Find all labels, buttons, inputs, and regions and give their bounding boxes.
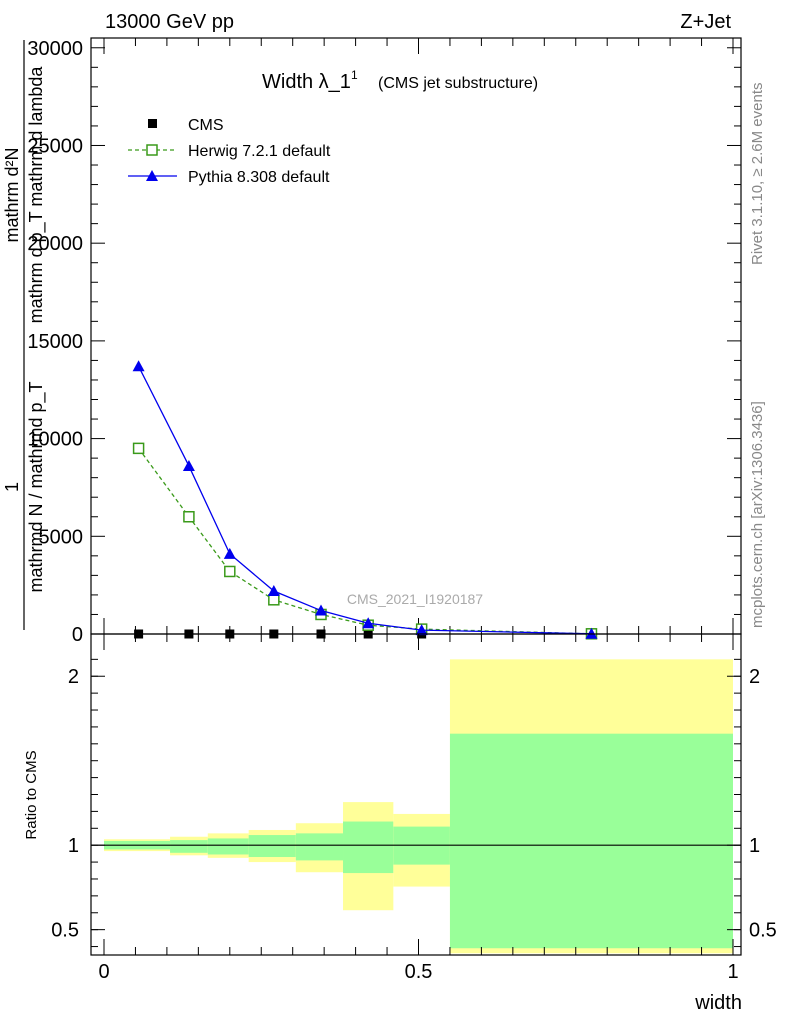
pythia-point: [415, 624, 428, 636]
ratio-band-inner-5: [343, 821, 394, 874]
x-tick-label: 0.5: [405, 961, 433, 983]
ratio-band-inner-2: [207, 838, 249, 855]
legend-marker-cms: [148, 119, 157, 128]
ratio-ytick-label-right: 1: [749, 835, 760, 857]
ratio-bands-layer: [104, 659, 733, 954]
header-process: Z+Jet: [680, 11, 731, 33]
main-axes: 0 5000 10000 15000 20000 25000 30000: [27, 37, 742, 646]
legend-label-cms: CMS: [188, 117, 224, 134]
main-ytick-label: 20000: [27, 233, 83, 255]
x-tick-label: 0: [98, 961, 109, 983]
chart-title: Width λ_11: [262, 68, 358, 93]
ratio-band-inner-4: [295, 833, 344, 861]
legend-label-pythia: Pythia 8.308 default: [188, 169, 330, 186]
main-ytick-label: 0: [72, 624, 83, 646]
ratio-ytick-label: 0.5: [51, 920, 79, 942]
chart-title-main: Width λ_1: [262, 71, 351, 93]
x-tick-label: 1: [727, 961, 738, 983]
pythia-point: [585, 627, 598, 639]
ratio-axes: 0.5 0.5 1 1 2 2 0 0.5 1: [51, 633, 777, 983]
rivet-label: Rivet 3.1.10, ≥ 2.6M events: [749, 83, 766, 266]
analysis-watermark: CMS_2021_I1920187: [347, 591, 483, 607]
pythia-point: [267, 585, 280, 597]
ratio-ytick-label: 1: [68, 835, 79, 857]
legend-marker-herwig: [146, 144, 158, 156]
header-energy: 13000 GeV pp: [105, 11, 234, 33]
legend-marker-pythia: [146, 170, 158, 181]
main-ytick-label: 5000: [39, 526, 84, 548]
chart-subtitle: (CMS jet substructure): [378, 75, 538, 92]
ratio-ytick-label: 2: [68, 666, 79, 688]
main-ytick-label: 25000: [27, 135, 83, 157]
herwig-point: [268, 594, 280, 606]
main-ytick-label: 10000: [27, 429, 83, 451]
y-axis-label-num2: mathrm d²N: [2, 147, 22, 242]
legend: CMS Herwig 7.2.1 default Pythia 8.308 de…: [128, 117, 331, 186]
x-axis-label: width: [694, 992, 742, 1014]
y-axis-label-den: mathrmd N / mathrmd p_T: [26, 381, 47, 592]
ratio-band-inner-7: [449, 733, 733, 949]
herwig-point: [183, 511, 195, 523]
ratio-ytick-label-right: 0.5: [749, 920, 777, 942]
ratio-y-label: Ratio to CMS: [23, 750, 40, 839]
chart-title-sup: 1: [351, 68, 358, 82]
main-ytick-label: 30000: [27, 38, 83, 60]
y-axis-label-den2: mathrm d p_T mathrm d lambda: [26, 66, 47, 324]
herwig-point: [224, 565, 236, 578]
y-axis-label-main: 1 mathrmd N / mathrmd p_T mathrm d²N mat…: [2, 40, 47, 630]
legend-label-herwig: Herwig 7.2.1 default: [188, 143, 331, 160]
pythia-point: [182, 459, 195, 471]
ratio-ytick-label-right: 2: [749, 666, 760, 688]
ratio-band-inner-1: [170, 840, 208, 853]
mcplots-label: mcplots.cern.ch [arXiv:1306.3436]: [749, 401, 766, 628]
pythia-point: [223, 547, 236, 559]
herwig-point: [132, 442, 145, 455]
main-ytick-label: 15000: [27, 331, 83, 353]
ratio-band-inner-3: [248, 835, 296, 858]
series-line-2: [138, 365, 592, 635]
y-axis-label-num: 1: [2, 482, 22, 492]
pythia-point: [362, 617, 375, 629]
pythia-point: [132, 360, 145, 372]
pythia-point: [315, 604, 328, 616]
